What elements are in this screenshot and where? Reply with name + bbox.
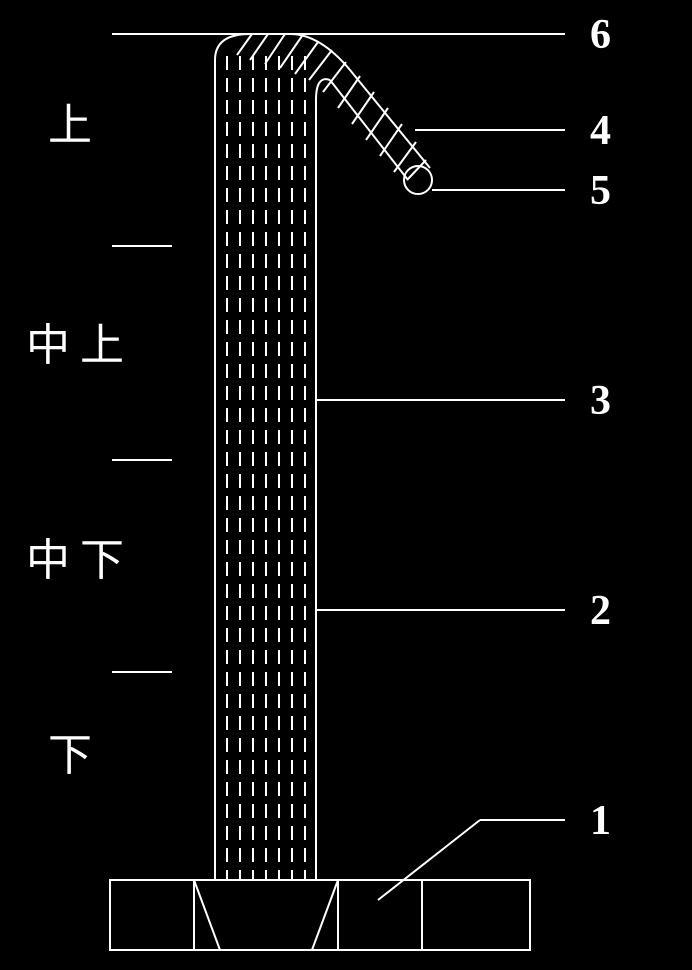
section-label-upper: 上 bbox=[48, 101, 92, 150]
section-label-midlower: 中 bbox=[26, 536, 70, 585]
background bbox=[0, 0, 692, 970]
callout-number-3: 3 bbox=[590, 378, 611, 424]
section-label-midupper-2: 上 bbox=[80, 321, 124, 370]
section-label-midupper: 中 bbox=[26, 321, 70, 370]
section-label-midlower-2: 下 bbox=[80, 536, 124, 585]
section-label-lower: 下 bbox=[48, 731, 92, 780]
callout-number-1: 1 bbox=[590, 798, 611, 844]
callout-number-2: 2 bbox=[590, 588, 611, 634]
callout-number-6: 6 bbox=[590, 12, 611, 58]
diagram-canvas: 上中上中下下645321 bbox=[0, 0, 692, 970]
callout-number-4: 4 bbox=[590, 108, 611, 154]
callout-number-5: 5 bbox=[590, 168, 611, 214]
